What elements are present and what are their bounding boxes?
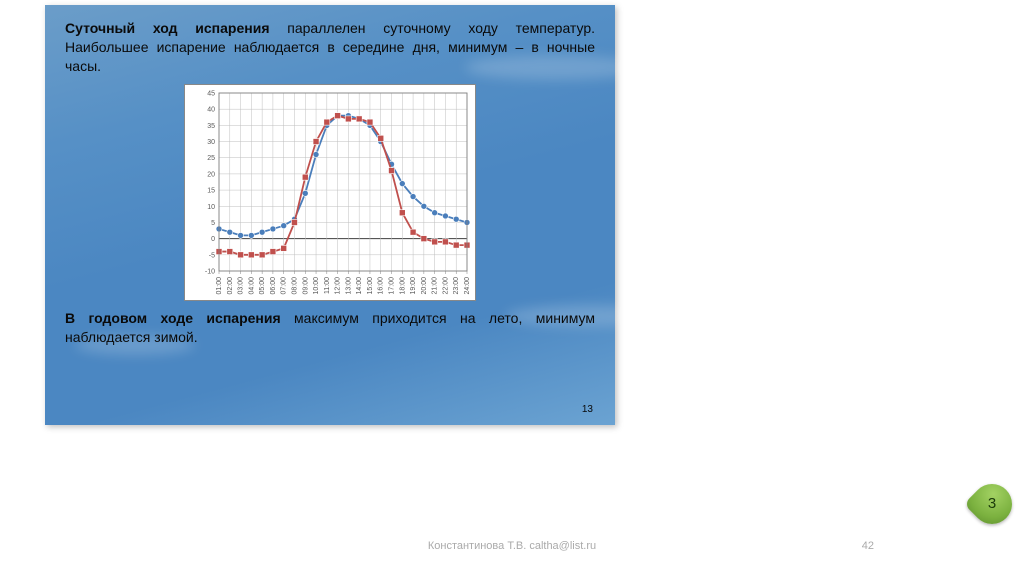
svg-text:15: 15: [207, 187, 215, 194]
svg-text:18:00: 18:00: [399, 277, 406, 295]
svg-text:5: 5: [211, 220, 215, 227]
svg-text:23:00: 23:00: [453, 277, 460, 295]
footer-page-number: 42: [862, 540, 874, 552]
svg-text:22:00: 22:00: [442, 277, 449, 295]
svg-text:15:00: 15:00: [367, 277, 374, 295]
svg-text:03:00: 03:00: [238, 277, 245, 295]
svg-text:17:00: 17:00: [389, 277, 396, 295]
svg-text:-10: -10: [205, 268, 215, 275]
svg-text:24:00: 24:00: [464, 277, 471, 295]
evaporation-chart: -10 -5 0 5 10 15 20 25 30 35 40 45 01:00 02:00 03:0004…: [184, 84, 476, 301]
leaf-badge-number: 3: [972, 484, 1012, 524]
svg-text:13:00: 13:00: [345, 277, 352, 295]
svg-text:06:00: 06:00: [270, 277, 277, 295]
svg-text:16:00: 16:00: [378, 277, 385, 295]
svg-text:09:00: 09:00: [302, 277, 309, 295]
paragraph-daily-bold: Суточный ход испарения: [65, 20, 270, 36]
svg-text:02:00: 02:00: [227, 277, 234, 295]
paragraph-daily: Суточный ход испарения параллелен суточн…: [65, 19, 595, 76]
svg-text:40: 40: [207, 106, 215, 113]
svg-text:10:00: 10:00: [313, 277, 320, 295]
svg-text:21:00: 21:00: [432, 277, 439, 295]
svg-text:12:00: 12:00: [335, 277, 342, 295]
svg-text:35: 35: [207, 123, 215, 130]
svg-text:14:00: 14:00: [356, 277, 363, 295]
svg-text:-5: -5: [209, 252, 215, 259]
svg-text:20:00: 20:00: [421, 277, 428, 295]
paragraph-annual: В годовом ходе испарения максимум приход…: [65, 309, 595, 347]
svg-text:07:00: 07:00: [281, 277, 288, 295]
svg-text:20: 20: [207, 171, 215, 178]
svg-text:19:00: 19:00: [410, 277, 417, 295]
svg-text:10: 10: [207, 203, 215, 210]
svg-text:11:00: 11:00: [324, 277, 331, 294]
leaf-badge: 3: [964, 476, 1021, 533]
paragraph-annual-bold: В годовом ходе испарения: [65, 310, 281, 326]
svg-text:08:00: 08:00: [291, 277, 298, 295]
svg-text:05:00: 05:00: [259, 277, 266, 295]
chart-svg: -10 -5 0 5 10 15 20 25 30 35 40 45 01:00 02:00 03:0004…: [185, 85, 475, 300]
svg-text:01:00: 01:00: [216, 277, 223, 295]
svg-text:45: 45: [207, 90, 215, 97]
svg-text:04:00: 04:00: [248, 277, 255, 295]
svg-text:30: 30: [207, 139, 215, 146]
slide-card: Суточный ход испарения параллелен суточн…: [45, 5, 615, 425]
svg-text:0: 0: [211, 236, 215, 243]
inner-page-number: 13: [582, 404, 593, 415]
svg-text:25: 25: [207, 155, 215, 162]
